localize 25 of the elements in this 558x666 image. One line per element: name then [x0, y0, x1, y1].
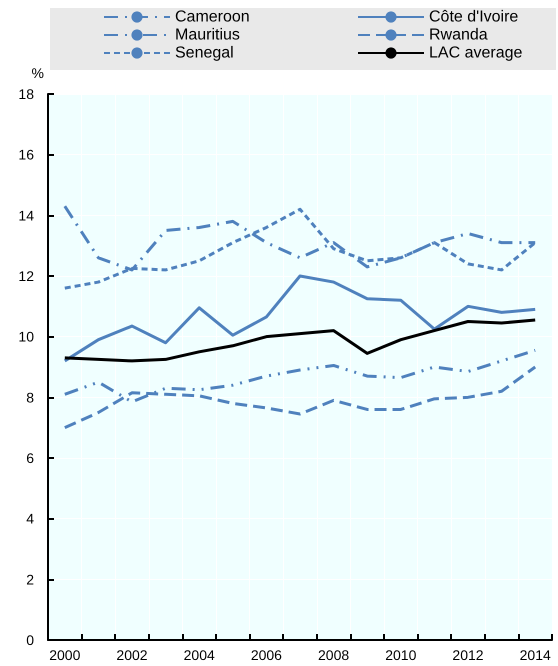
- y-tick-label: 16: [18, 146, 34, 163]
- legend-label: Mauritius: [175, 26, 240, 44]
- x-tick-label: 2008: [318, 647, 350, 663]
- x-tick-label: 2010: [385, 647, 417, 663]
- x-tick-label: 2002: [116, 647, 148, 663]
- legend-label: Côte d'Ivoire: [429, 8, 518, 26]
- x-tick-label: 2006: [250, 647, 282, 663]
- legend-label: Cameroon: [175, 8, 250, 26]
- x-tick-label: 2004: [184, 647, 215, 663]
- y-tick-label: 18: [18, 86, 34, 102]
- y-tick-label: 8: [26, 389, 34, 406]
- legend-label: LAC average: [429, 44, 522, 62]
- x-tick-label: 2012: [452, 647, 484, 663]
- y-tick-label: 4: [26, 510, 34, 527]
- legend-label: Rwanda: [429, 26, 488, 44]
- y-tick-label: 6: [26, 450, 34, 466]
- y-axis-title: %: [32, 65, 44, 81]
- x-tick-label: 2014: [520, 647, 551, 663]
- y-tick-label: 10: [18, 328, 34, 345]
- y-tick-label: 2: [26, 571, 34, 588]
- y-tick-label: 12: [18, 268, 34, 284]
- legend-label: Senegal: [175, 44, 234, 62]
- y-tick-label: 14: [18, 207, 34, 224]
- x-tick-label: 2000: [49, 647, 81, 663]
- y-tick-label: 0: [26, 632, 34, 648]
